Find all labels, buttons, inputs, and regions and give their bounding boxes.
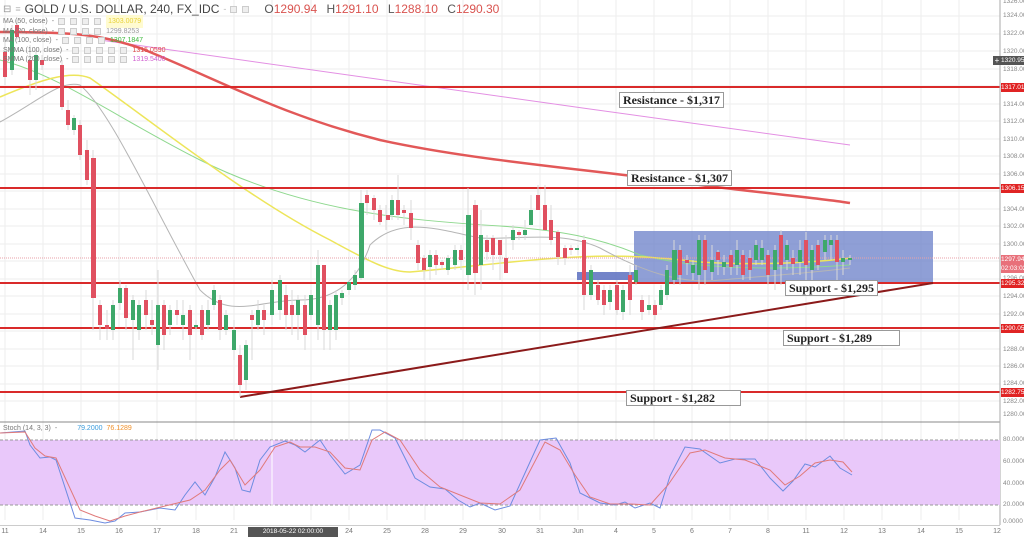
close-icon [108, 46, 116, 54]
annotation-resistance-1307[interactable]: Resistance - $1,307 [627, 170, 732, 186]
indicator-smma100[interactable]: SMMA (100, close) - 1315.0590 [3, 46, 166, 54]
settings-icon [84, 56, 92, 64]
eye-icon [61, 37, 69, 45]
symbol-title-row[interactable]: ⊟ ≡ GOLD / U.S. DOLLAR, 240, FX_IDC - O1… [3, 2, 499, 17]
crosshair-time-label: 2018-05-22 02:00:00 [248, 527, 338, 537]
stoch-band-fill [0, 440, 1000, 505]
annotation-support-1282[interactable]: Support - $1,282 [626, 390, 741, 406]
eye-icon [58, 27, 66, 35]
symbol-title: GOLD / U.S. DOLLAR, 240, FX_IDC [24, 2, 220, 16]
eye-icon [58, 18, 66, 26]
collapse-icon[interactable]: ⊟ [3, 4, 12, 15]
consolidation-box-small [577, 272, 635, 280]
close-icon [94, 18, 102, 26]
ascending-trendline [239, 282, 934, 398]
settings-icon [84, 46, 92, 54]
ma-20-line [0, 83, 851, 307]
more-icon [96, 46, 104, 54]
smma-100-line [0, 30, 851, 205]
more-icon [85, 37, 93, 45]
annotation-support-1295[interactable]: Support - $1,295 [785, 280, 879, 296]
indicator-ma100[interactable]: MA (100, close) - 1307.1847 [3, 37, 144, 45]
lock-icon [120, 46, 128, 54]
close-icon [97, 37, 105, 45]
eye-icon [72, 46, 80, 54]
crosshair-price-label: 1320.95 [1001, 56, 1024, 65]
indicator-ma50[interactable]: MA (50, close) - 1303.0079 [3, 15, 499, 29]
time-axis[interactable] [0, 525, 1000, 538]
sr-levels [0, 86, 1000, 393]
settings-icon[interactable] [230, 6, 238, 13]
drag-icon: ≡ [15, 4, 21, 14]
ohlc-values: O1290.94 H1291.10 L1288.10 C1290.30 [264, 2, 500, 16]
annotation-support-1289[interactable]: Support - $1,289 [783, 330, 900, 346]
annotation-resistance-1317[interactable]: Resistance - $1,317 [619, 92, 724, 108]
close-icon [94, 27, 102, 35]
more-icon [82, 18, 90, 26]
dropdown-icon[interactable]: - [223, 4, 227, 14]
settings-icon [73, 37, 81, 45]
more-icon [82, 27, 90, 35]
stoch-legend[interactable]: Stoch (14, 3, 3) - 79.2000 76.1289 [3, 425, 132, 432]
candlesticks [3, 20, 852, 397]
crosshair-plus-icon[interactable]: + [993, 56, 1001, 65]
settings-icon [70, 18, 78, 26]
indicator-ma20[interactable]: MA (20, close) - 1299.8253 [3, 27, 140, 35]
hide-icon[interactable] [242, 6, 250, 13]
close-icon [108, 56, 116, 64]
indicator-smma200[interactable]: SMMA (200, close) - 1319.5400 [3, 56, 166, 64]
stoch-d-line [0, 431, 853, 522]
settings-icon [70, 27, 78, 35]
lock-icon [120, 56, 128, 64]
legend-panel: ⊟ ≡ GOLD / U.S. DOLLAR, 240, FX_IDC - O1… [3, 2, 499, 65]
eye-icon [72, 56, 80, 64]
more-icon [96, 56, 104, 64]
